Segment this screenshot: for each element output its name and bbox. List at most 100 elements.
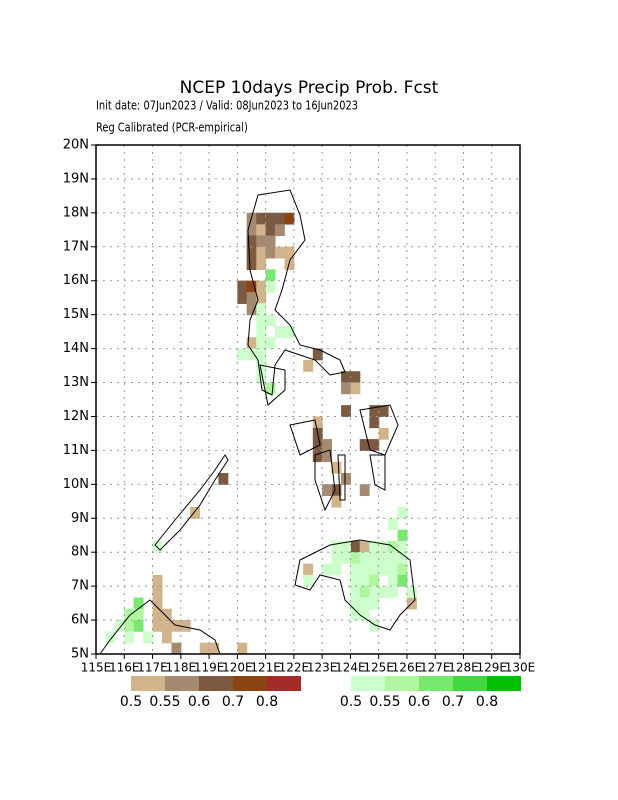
grid-cell [246, 348, 257, 361]
grid-cell [350, 574, 361, 587]
colorbar-swatch [453, 676, 487, 691]
coastline [289, 419, 321, 456]
grid-cell [369, 405, 380, 417]
plot-frame [95, 144, 521, 655]
grid-cell [152, 597, 163, 610]
grid-cell [378, 427, 389, 440]
colorbar-label: 0.55 [369, 694, 400, 710]
colorbar-label: 0.55 [149, 694, 180, 710]
grid-cell [246, 224, 257, 237]
x-tick-label: 124E [335, 661, 366, 675]
grid-cell [284, 246, 295, 259]
grid-cell [199, 642, 210, 655]
x-tick-label: 117E [137, 661, 168, 675]
grid-cell [209, 642, 219, 655]
grid-cell [341, 552, 351, 564]
grid-cell [341, 371, 351, 384]
grid-cell [303, 360, 314, 372]
grid-cell [369, 552, 380, 564]
grid-cell [284, 212, 295, 225]
grid-cell [256, 212, 267, 225]
grid-cell [350, 382, 361, 395]
y-tick-label: 9N [71, 511, 89, 526]
grid-cell [350, 371, 361, 384]
grid-cell [256, 371, 267, 384]
grid-cell [256, 337, 267, 350]
y-tick-label: 16N [63, 273, 89, 288]
grid-cell [256, 246, 267, 259]
grid-cell [359, 608, 370, 621]
x-tick-label: 125E [363, 661, 394, 675]
colorbar-swatch [165, 676, 199, 691]
x-tick-label: 126E [392, 661, 423, 675]
grid-cell [133, 608, 144, 621]
grid-cell [397, 552, 408, 564]
grid-cell [312, 450, 323, 463]
grid-cell [359, 597, 370, 610]
grid-cell [331, 461, 342, 474]
colorbar-swatch [267, 676, 301, 691]
grid-cell [256, 280, 267, 293]
grid-cell [256, 235, 267, 248]
x-tick-label: 115E [81, 661, 112, 675]
grid-cell [161, 631, 172, 644]
colorbar-swatch [131, 676, 165, 691]
coastline [337, 454, 346, 501]
grid-cell [378, 405, 389, 417]
grid-cell [369, 439, 380, 451]
grid-cell [378, 552, 389, 564]
grid-cell [341, 382, 351, 395]
grid-cell [274, 212, 285, 225]
grid-cell [359, 552, 370, 564]
grid-cell [397, 506, 408, 519]
grid-cell [378, 540, 389, 553]
grid-cell [350, 552, 361, 564]
y-tick-label: 18N [63, 205, 89, 220]
grid-cell [350, 563, 361, 576]
chart-subtitle: Init date: 07Jun2023 / Valid: 08Jun2023 … [96, 98, 358, 112]
grid-cell [265, 212, 276, 225]
chart-note: Reg Calibrated (PCR-empirical) [96, 120, 248, 134]
grid-cell [161, 608, 172, 621]
grid-cell [397, 529, 408, 542]
colorbar-label: 0.7 [442, 694, 464, 710]
coastline [369, 454, 386, 491]
grid-cell [265, 246, 276, 259]
grid-cell [246, 258, 257, 271]
grid-cell [237, 292, 248, 304]
grid-cell [133, 597, 144, 610]
grid-cell [312, 439, 323, 451]
grid-cell [246, 246, 257, 259]
grid-cell [312, 416, 323, 429]
grid-cell [105, 631, 116, 644]
y-tick-label: 14N [63, 341, 89, 356]
grid-cell [171, 619, 182, 632]
grid-cell [265, 224, 276, 237]
grid-cell [152, 619, 163, 632]
colorbar-label: 0.5 [340, 694, 362, 710]
colorbar-swatch [351, 676, 385, 691]
x-tick-label: 121E [250, 661, 281, 675]
grid-cell [152, 586, 163, 598]
grid-cell [246, 337, 257, 350]
grid-cell [246, 235, 257, 248]
grid-cell [369, 619, 380, 632]
grid-cell [322, 563, 333, 576]
coastline [259, 364, 286, 406]
grid-cell [284, 326, 295, 338]
grid-cell [397, 574, 408, 587]
grid-cell [397, 540, 408, 553]
y-tick-label: 6N [71, 613, 89, 628]
grid-cell [331, 495, 342, 508]
colorbar-swatch [385, 676, 419, 691]
x-tick-label: 130E [505, 661, 536, 675]
x-tick-label: 119E [194, 661, 225, 675]
grid-cell [256, 326, 267, 338]
x-tick-label: 120E [222, 661, 253, 675]
colorbar-swatch [233, 676, 267, 691]
grid-cell [369, 540, 380, 553]
grid-cell [265, 235, 276, 248]
x-tick-label: 118E [166, 661, 197, 675]
